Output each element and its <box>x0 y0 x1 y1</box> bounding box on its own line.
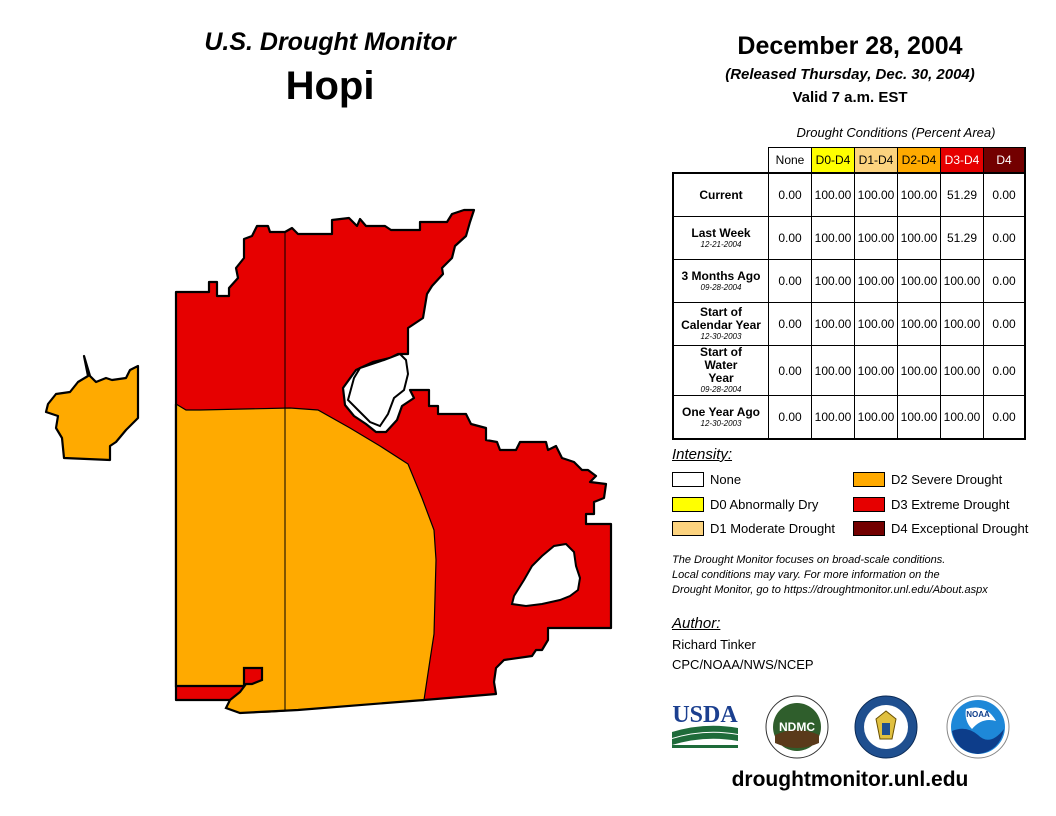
legend-item-d0: D0 Abnormally Dry <box>672 495 818 513</box>
table-cell: 100.00 <box>811 395 855 440</box>
table-row: Start of Calendar Year 12-30-2003 0.00 10… <box>672 302 1026 346</box>
table-cell: 100.00 <box>854 345 898 396</box>
col-header-d0-d4: D0-D4 <box>811 147 855 174</box>
author-heading: Author: <box>672 615 721 632</box>
table-cell: 100.00 <box>854 395 898 440</box>
legend-item-d1: D1 Moderate Drought <box>672 519 835 537</box>
noaa-logo-text: NOAA <box>966 710 990 719</box>
table-cell: 100.00 <box>811 172 855 217</box>
table-cell: 0.00 <box>983 172 1026 217</box>
legend-item-d3: D3 Extreme Drought <box>853 495 1010 513</box>
legend-item-d4: D4 Exceptional Drought <box>853 519 1028 537</box>
table-cell: 51.29 <box>940 216 984 260</box>
col-header-d1-d4: D1-D4 <box>854 147 898 174</box>
row-label-one-year-ago: One Year Ago 12-30-2003 <box>672 395 769 440</box>
drought-map <box>44 208 613 715</box>
drought-conditions-table: None D0-D4 D1-D4 D2-D4 D3-D4 D4 Current … <box>672 147 1026 440</box>
legend-swatch <box>672 496 704 512</box>
doc-seal-logo <box>854 695 918 759</box>
author-name: Richard Tinker <box>672 637 756 652</box>
table-caption: Drought Conditions (Percent Area) <box>796 125 996 140</box>
table-cell: 100.00 <box>811 302 855 346</box>
table-cell: 0.00 <box>768 395 812 440</box>
row-label-start-of-calendar-year: Start of Calendar Year 12-30-2003 <box>672 302 769 346</box>
table-cell: 0.00 <box>768 345 812 396</box>
table-row: One Year Ago 12-30-2003 0.00 100.00 100.0… <box>672 395 1026 440</box>
map-outline-southwest <box>174 404 425 715</box>
table-cell: 100.00 <box>811 259 855 303</box>
legend-swatch <box>853 496 885 512</box>
table-cell: 100.00 <box>940 259 984 303</box>
valid-time: Valid 7 a.m. EST <box>792 89 908 106</box>
table-cell: 100.00 <box>897 395 941 440</box>
table-cell: 0.00 <box>983 216 1026 260</box>
region-name: Hopi <box>285 64 375 108</box>
table-cell: 100.00 <box>940 395 984 440</box>
legend-swatch <box>853 471 885 487</box>
table-cell: 100.00 <box>897 259 941 303</box>
legend-item-d2: D2 Severe Drought <box>853 470 1002 488</box>
table-row: Last Week 12-21-2004 0.00 100.00 100.00 1… <box>672 216 1026 260</box>
map-date: December 28, 2004 <box>737 32 963 60</box>
d3-gap-east <box>510 542 582 608</box>
table-cell: 0.00 <box>768 216 812 260</box>
col-header-none: None <box>768 147 812 174</box>
table-cell: 100.00 <box>897 302 941 346</box>
table-cell: 100.00 <box>897 216 941 260</box>
table-cell: 0.00 <box>983 345 1026 396</box>
col-header-d4: D4 <box>983 147 1026 174</box>
table-cell: 100.00 <box>940 345 984 396</box>
table-row: Current 0.00 100.00 100.00 100.00 51.29 … <box>672 172 1026 217</box>
legend-item-none: None <box>672 470 741 488</box>
row-label-3-months-ago: 3 Months Ago 09-28-2004 <box>672 259 769 303</box>
table-cell: 0.00 <box>768 259 812 303</box>
table-cell: 100.00 <box>811 345 855 396</box>
table-cell: 100.00 <box>854 216 898 260</box>
table-cell: 0.00 <box>983 259 1026 303</box>
table-cell: 51.29 <box>940 172 984 217</box>
table-cell: 100.00 <box>811 216 855 260</box>
table-row: 3 Months Ago 09-28-2004 0.00 100.00 100.0… <box>672 259 1026 303</box>
usda-logo-text: USDA <box>672 702 738 728</box>
noaa-logo: NOAA <box>946 695 1010 759</box>
table-cell: 100.00 <box>854 259 898 303</box>
ndmc-logo-text: NDMC <box>779 720 815 734</box>
table-cell: 0.00 <box>983 302 1026 346</box>
map-title: U.S. Drought Monitor <box>204 28 456 56</box>
legend-swatch <box>853 520 885 536</box>
author-organization: CPC/NOAA/NWS/NCEP <box>672 657 814 672</box>
d3-gap-north <box>346 352 410 428</box>
d2-west-parcel <box>44 354 140 462</box>
table-corner <box>673 147 769 174</box>
disclaimer-note: The Drought Monitor focuses on broad-sca… <box>672 554 988 596</box>
table-row: Start of Water Year 09-28-2004 0.00 100.0… <box>672 345 1026 396</box>
table-cell: 0.00 <box>983 395 1026 440</box>
row-label-start-of-water-year: Start of Water Year 09-28-2004 <box>672 345 769 396</box>
table-cell: 0.00 <box>768 172 812 217</box>
row-label-current: Current <box>672 172 769 217</box>
table-cell: 100.00 <box>854 302 898 346</box>
legend-swatch <box>672 520 704 536</box>
row-label-last-week: Last Week 12-21-2004 <box>672 216 769 260</box>
col-header-d3-d4: D3-D4 <box>940 147 984 174</box>
table-cell: 100.00 <box>897 345 941 396</box>
table-cell: 100.00 <box>897 172 941 217</box>
table-cell: 100.00 <box>940 302 984 346</box>
website-url: droughtmonitor.unl.edu <box>731 768 969 791</box>
legend-title: Intensity: <box>672 446 733 463</box>
legend-swatch <box>672 471 704 487</box>
release-date: (Released Thursday, Dec. 30, 2004) <box>725 66 975 83</box>
table-cell: 100.00 <box>854 172 898 217</box>
usda-logo: USDA <box>672 702 738 748</box>
ndmc-logo: NDMC <box>765 695 829 759</box>
table-cell: 0.00 <box>768 302 812 346</box>
col-header-d2-d4: D2-D4 <box>897 147 941 174</box>
